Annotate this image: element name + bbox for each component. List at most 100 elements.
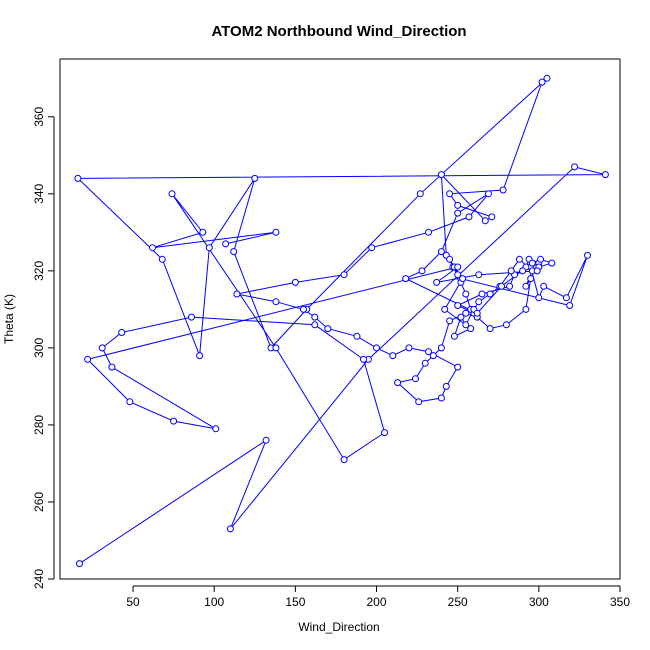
data-point: [311, 313, 319, 321]
x-axis: 50 100 150 200 250 300 350: [126, 585, 630, 609]
data-point: [425, 228, 432, 236]
data-point: [222, 240, 230, 248]
data-point: [425, 348, 432, 356]
data-point: [118, 329, 126, 336]
data-point: [291, 278, 299, 286]
data-point: [478, 290, 486, 298]
x-tick-label: 50: [126, 595, 140, 609]
data-point: [446, 190, 454, 198]
x-tick-label: 100: [204, 595, 224, 609]
data-point: [368, 244, 376, 252]
data-point: [467, 325, 475, 333]
data-point: [473, 309, 481, 317]
x-axis-label: Wind_Direction: [298, 620, 379, 634]
data-point: [454, 363, 462, 371]
data-point: [566, 302, 574, 309]
data-point: [548, 259, 556, 267]
y-axis-label: Theta (K): [2, 294, 16, 344]
data-point: [446, 317, 454, 325]
data-point: [475, 298, 483, 306]
data-point: [454, 201, 462, 209]
data-point: [499, 186, 507, 194]
data-point: [584, 251, 591, 259]
data-point: [485, 190, 492, 198]
data-point: [522, 282, 530, 290]
x-tick-label: 350: [610, 595, 630, 609]
data-point: [196, 352, 204, 360]
data-point: [418, 267, 426, 275]
data-point: [429, 352, 437, 360]
data-point: [360, 355, 367, 363]
y-tick-label: 240: [32, 569, 46, 589]
data-point: [540, 282, 548, 290]
data-point: [527, 275, 535, 283]
data-point: [454, 302, 462, 309]
data-point: [74, 174, 82, 182]
data-point: [311, 321, 319, 329]
x-tick-label: 200: [367, 595, 387, 609]
data-point: [446, 255, 454, 263]
data-point: [353, 332, 361, 340]
data-point: [601, 171, 609, 179]
data-point: [459, 275, 467, 283]
data-point: [498, 282, 505, 290]
data-point: [450, 332, 458, 340]
y-tick-label: 300: [32, 338, 46, 358]
data-point: [188, 313, 195, 321]
data-point: [454, 263, 462, 271]
data-point: [528, 259, 536, 267]
data-point: [300, 305, 307, 313]
data-point: [389, 352, 397, 360]
data-point: [454, 209, 462, 217]
y-tick-label: 280: [32, 415, 46, 435]
data-point: [457, 313, 465, 321]
data-point: [272, 228, 280, 236]
data-point: [76, 560, 83, 568]
data-point: [230, 248, 238, 256]
data-point: [394, 379, 402, 387]
data-point: [475, 271, 483, 279]
data-point: [515, 255, 523, 263]
data-point: [522, 305, 530, 313]
data-point: [412, 375, 419, 383]
data-point: [437, 344, 445, 352]
data-point: [251, 174, 259, 182]
data-point: [149, 244, 156, 252]
data-point: [421, 359, 429, 367]
data-point: [535, 294, 543, 302]
data-point: [226, 525, 234, 533]
y-tick-label: 320: [32, 261, 46, 281]
data-point: [488, 213, 496, 221]
data-point: [486, 290, 494, 298]
data-point: [262, 436, 270, 444]
data-point: [212, 425, 220, 433]
data-point: [538, 78, 546, 86]
data-point: [502, 321, 510, 329]
data-point: [481, 217, 489, 225]
x-tick-label: 250: [448, 595, 468, 609]
series-layer: [74, 74, 609, 568]
data-point: [381, 429, 389, 437]
data-point: [441, 305, 449, 313]
data-point: [168, 190, 176, 198]
data-point: [233, 290, 241, 298]
y-tick-label: 260: [32, 492, 46, 512]
data-point: [562, 294, 570, 302]
x-tick-label: 300: [529, 595, 549, 609]
data-point: [433, 278, 441, 286]
data-point: [537, 255, 544, 263]
data-point: [519, 267, 527, 275]
data-point: [465, 213, 473, 221]
data-point: [442, 382, 450, 390]
data-point: [506, 282, 514, 290]
data-point: [462, 321, 470, 329]
data-point: [533, 267, 541, 275]
data-point: [543, 74, 551, 82]
data-point: [462, 290, 470, 298]
data-point: [571, 163, 579, 171]
data-point: [405, 344, 413, 352]
data-point: [272, 298, 280, 306]
data-point: [324, 325, 332, 333]
